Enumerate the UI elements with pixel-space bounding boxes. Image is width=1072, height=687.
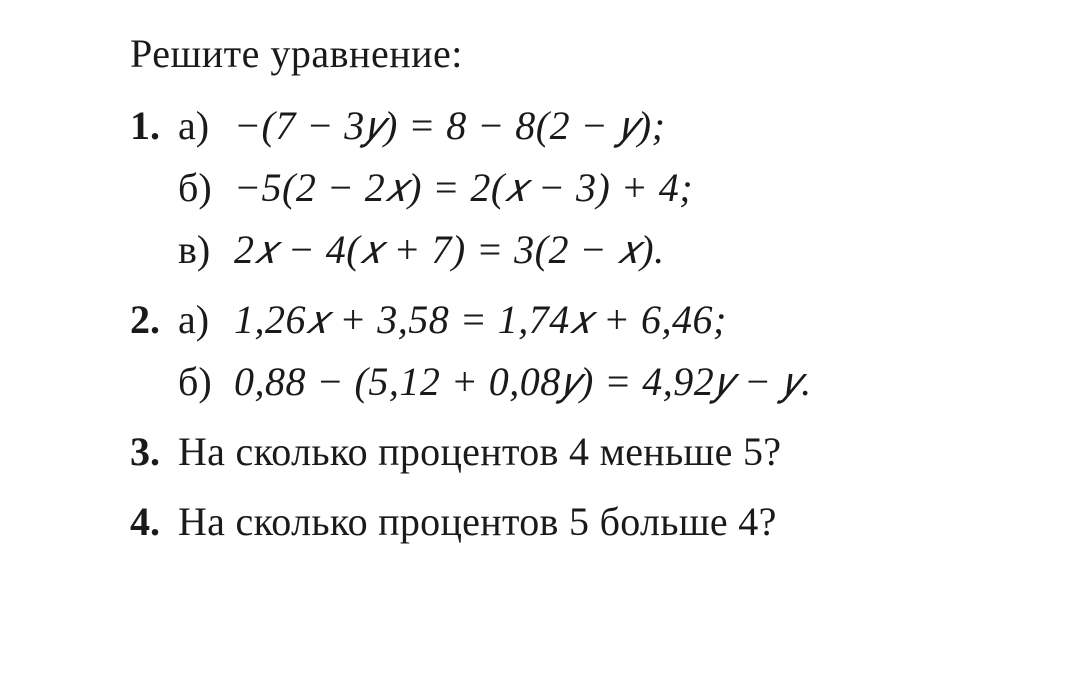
problem-1: 1. а) −(7 − 3𝑦) = 8 − 8(2 − 𝑦); б) −5(2 … — [130, 95, 972, 281]
problem-2: 2. а) 1,26𝑥 + 3,58 = 1,74𝑥 + 6,46; б) 0,… — [130, 289, 972, 413]
math-expression: 1,26𝑥 + 3,58 = 1,74𝑥 + 6,46; — [234, 289, 727, 351]
problem-number: 2. — [130, 289, 178, 351]
subtask-label: б) — [178, 351, 234, 413]
math-expression: −5(2 − 2𝑥) = 2(𝑥 − 3) + 4; — [234, 157, 693, 219]
problem-number: 3. — [130, 421, 178, 483]
problem-2-a: 2. а) 1,26𝑥 + 3,58 = 1,74𝑥 + 6,46; — [130, 289, 972, 351]
subtask-label: а) — [178, 95, 234, 157]
problem-number: 4. — [130, 491, 178, 553]
problem-text: На сколько процентов 5 больше 4? — [178, 491, 777, 553]
subtask-label: б) — [178, 157, 234, 219]
page-title: Решите уравнение: — [130, 30, 972, 77]
problem-number: 1. — [130, 95, 178, 157]
math-expression: −(7 − 3𝑦) = 8 − 8(2 − 𝑦); — [234, 95, 665, 157]
math-expression: 0,88 − (5,12 + 0,08𝑦) = 4,92𝑦 − 𝑦. — [234, 351, 812, 413]
problem-text: На сколько процентов 4 меньше 5? — [178, 421, 781, 483]
problem-3-text: 3. На сколько процентов 4 меньше 5? — [130, 421, 972, 483]
math-expression: 2𝑥 − 4(𝑥 + 7) = 3(2 − 𝑥). — [234, 219, 665, 281]
subtask-label: а) — [178, 289, 234, 351]
problem-1-a: 1. а) −(7 − 3𝑦) = 8 − 8(2 − 𝑦); — [130, 95, 972, 157]
problem-2-b: б) 0,88 − (5,12 + 0,08𝑦) = 4,92𝑦 − 𝑦. — [130, 351, 972, 413]
problem-4: 4. На сколько процентов 5 больше 4? — [130, 491, 972, 553]
problem-4-text: 4. На сколько процентов 5 больше 4? — [130, 491, 972, 553]
problem-1-b: б) −5(2 − 2𝑥) = 2(𝑥 − 3) + 4; — [130, 157, 972, 219]
problem-3: 3. На сколько процентов 4 меньше 5? — [130, 421, 972, 483]
problem-1-c: в) 2𝑥 − 4(𝑥 + 7) = 3(2 − 𝑥). — [130, 219, 972, 281]
subtask-label: в) — [178, 219, 234, 281]
